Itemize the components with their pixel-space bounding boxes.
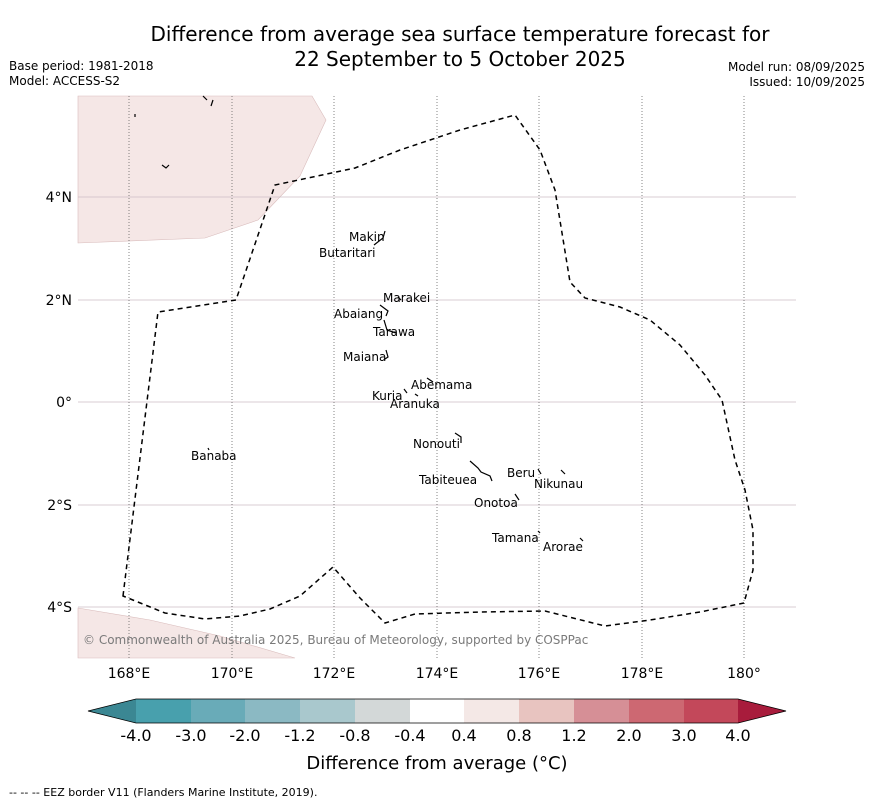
- colorbar-segment-2: [191, 699, 245, 723]
- label-onotoa: Onotoa: [474, 496, 518, 510]
- cb-label-2: -3.0: [175, 726, 206, 745]
- cb-label-3: -2.0: [229, 726, 260, 745]
- label-makin: Makin: [349, 230, 385, 244]
- colorbar-outline: [87, 698, 787, 724]
- longitude-tick-labels: 168°E 170°E 172°E 174°E 176°E 178°E 180°: [108, 666, 761, 682]
- colorbar-segment-9: [574, 699, 629, 723]
- island-outline-nw4: [161, 164, 170, 169]
- base-period: Base period: 1981-2018: [9, 59, 154, 73]
- island-outline-tarawa: [383, 319, 397, 334]
- issued-date: Issued: 10/09/2025: [749, 75, 865, 89]
- cb-label-12: 4.0: [725, 726, 750, 745]
- label-abaiang: Abaiang: [334, 307, 383, 321]
- colorbar-segment-3: [245, 699, 300, 723]
- land-mass-northwest: [77, 95, 327, 244]
- island-outline-nonouti: [454, 432, 462, 443]
- label-arorae: Arorae: [543, 540, 583, 554]
- label-tamana: Tamana: [491, 531, 539, 545]
- lon-tick-172e: 172°E: [313, 666, 356, 682]
- model-run-date: Model run: 08/09/2025: [727, 60, 865, 74]
- label-tarawa: Tarawa: [372, 325, 415, 339]
- longitude-gridlines: [128, 96, 745, 658]
- island-outline-onotoa: [514, 493, 520, 501]
- label-abemama: Abemama: [411, 378, 472, 392]
- colorbar-title: Difference from average (°C): [306, 753, 567, 774]
- lon-tick-176e: 176°E: [518, 666, 561, 682]
- lat-tick-0: 0°: [56, 395, 72, 411]
- island-outline-abaiang: [379, 304, 389, 317]
- lat-tick-4n: 4°N: [46, 190, 72, 206]
- colorbar-segment-1: [136, 699, 191, 723]
- lon-tick-170e: 170°E: [211, 666, 254, 682]
- island-outline-banaba: [207, 447, 210, 451]
- colorbar-labels: -4.0 -3.0 -2.0 -1.2 -0.8 -0.4 0.4 0.8 1.…: [120, 726, 750, 745]
- lon-tick-174e: 174°E: [416, 666, 459, 682]
- title-line-2: 22 September to 5 October 2025: [294, 47, 626, 71]
- cb-label-6: -0.4: [394, 726, 425, 745]
- colorbar: [87, 698, 787, 724]
- island-outline-abemama: [426, 377, 434, 383]
- label-banaba: Banaba: [191, 449, 237, 463]
- island-outline-nw2: [210, 99, 214, 107]
- cb-label-11: 3.0: [671, 726, 696, 745]
- island-outline-nikunau: [560, 469, 566, 475]
- base-period-info: Base period: 1981-2018 Model: ACCESS-S2: [9, 59, 154, 89]
- map-title: Difference from average sea surface temp…: [80, 22, 840, 72]
- latitude-tick-labels: 4°N 2°N 0° 2°S 4°S: [46, 190, 73, 616]
- colorbar-min-arrow: [88, 699, 136, 723]
- label-nonouti: Nonouti: [413, 437, 460, 451]
- island-labels: Makin Butaritari Marakei Abaiang Tarawa …: [191, 230, 583, 554]
- label-marakei: Marakei: [383, 291, 430, 305]
- island-outline-nw1: [202, 95, 208, 101]
- cb-label-8: 0.8: [506, 726, 531, 745]
- island-outline-beru: [537, 468, 542, 475]
- label-aranuka: Aranuka: [390, 397, 440, 411]
- label-kuria: Kuria: [372, 389, 403, 403]
- copyright-credit: © Commonwealth of Australia 2025, Bureau…: [83, 633, 588, 647]
- colorbar-segment-11: [684, 699, 738, 723]
- cb-label-10: 2.0: [616, 726, 641, 745]
- eez-legend-note: -- -- -- EEZ border V11 (Flanders Marine…: [9, 786, 318, 799]
- cb-label-7: 0.4: [451, 726, 476, 745]
- island-outline-tabiteuea: [469, 460, 493, 482]
- lat-tick-2s: 2°S: [47, 498, 72, 514]
- colorbar-max-arrow: [738, 699, 786, 723]
- lat-tick-4s: 4°S: [47, 600, 72, 616]
- lon-tick-180: 180°: [727, 666, 761, 682]
- eez-border: [122, 114, 754, 627]
- cb-label-9: 1.2: [561, 726, 586, 745]
- model-run-info: Model run: 08/09/2025 Issued: 10/09/2025: [728, 60, 865, 90]
- island-outline-arorae: [579, 537, 584, 542]
- lon-tick-168e: 168°E: [108, 666, 151, 682]
- title-line-1: Difference from average sea surface temp…: [150, 22, 770, 46]
- island-outline-tamana: [537, 530, 541, 534]
- island-outline-marakei: [397, 296, 402, 301]
- cb-label-1: -4.0: [120, 726, 151, 745]
- label-tabiteuea: Tabiteuea: [418, 473, 477, 487]
- label-nikunau: Nikunau: [534, 477, 583, 491]
- island-outline-maiana: [384, 349, 389, 360]
- cb-label-4: -1.2: [284, 726, 315, 745]
- colorbar-segment-7: [464, 699, 519, 723]
- label-maiana: Maiana: [343, 350, 386, 364]
- colorbar-segment-8: [519, 699, 574, 723]
- label-beru: Beru: [507, 466, 535, 480]
- land-mass-southwest: [77, 607, 296, 659]
- model-name: Model: ACCESS-S2: [9, 74, 121, 88]
- island-outline-makin: [373, 230, 386, 246]
- colorbar-segment-5: [355, 699, 410, 723]
- cb-label-5: -0.8: [339, 726, 370, 745]
- colorbar-segment-6: [410, 699, 464, 723]
- colorbar-segment-4: [300, 699, 355, 723]
- island-outlines: [134, 95, 584, 542]
- lat-tick-2n: 2°N: [46, 293, 72, 309]
- island-outline-kuria: [403, 388, 408, 394]
- label-butaritari: Butaritari: [319, 246, 376, 260]
- lon-tick-178e: 178°E: [621, 666, 664, 682]
- colorbar-segment-10: [629, 699, 684, 723]
- island-outline-aranuka: [414, 393, 419, 397]
